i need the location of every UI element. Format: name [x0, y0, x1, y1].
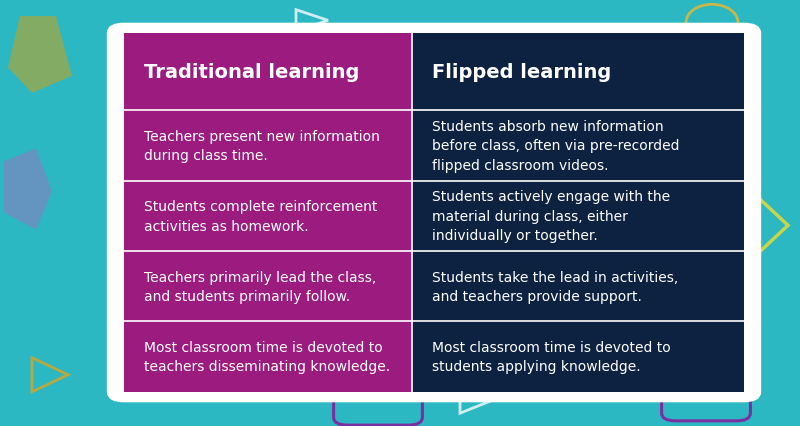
Text: Students complete reinforcement
activities as homework.: Students complete reinforcement activiti…: [144, 200, 378, 233]
Text: Traditional learning: Traditional learning: [144, 63, 359, 82]
FancyBboxPatch shape: [124, 322, 412, 392]
FancyBboxPatch shape: [124, 34, 412, 111]
FancyBboxPatch shape: [412, 251, 744, 322]
FancyBboxPatch shape: [412, 322, 744, 392]
Text: Students absorb new information
before class, often via pre-recorded
flipped cla: Students absorb new information before c…: [432, 120, 680, 173]
Text: Flipped learning: Flipped learning: [432, 63, 611, 82]
Polygon shape: [8, 17, 72, 94]
FancyBboxPatch shape: [110, 26, 758, 400]
FancyBboxPatch shape: [124, 111, 412, 181]
FancyBboxPatch shape: [412, 34, 744, 111]
Text: Teachers primarily lead the class,
and students primarily follow.: Teachers primarily lead the class, and s…: [144, 270, 376, 303]
FancyBboxPatch shape: [412, 111, 744, 181]
Text: Students actively engage with the
material during class, either
individually or : Students actively engage with the materi…: [432, 190, 670, 243]
FancyBboxPatch shape: [412, 181, 744, 251]
Text: Students take the lead in activities,
and teachers provide support.: Students take the lead in activities, an…: [432, 270, 678, 303]
FancyBboxPatch shape: [124, 251, 412, 322]
FancyBboxPatch shape: [124, 181, 412, 251]
Text: Most classroom time is devoted to
students applying knowledge.: Most classroom time is devoted to studen…: [432, 340, 671, 374]
Polygon shape: [4, 149, 52, 230]
Text: Most classroom time is devoted to
teachers disseminating knowledge.: Most classroom time is devoted to teache…: [144, 340, 390, 374]
Text: Teachers present new information
during class time.: Teachers present new information during …: [144, 130, 380, 163]
